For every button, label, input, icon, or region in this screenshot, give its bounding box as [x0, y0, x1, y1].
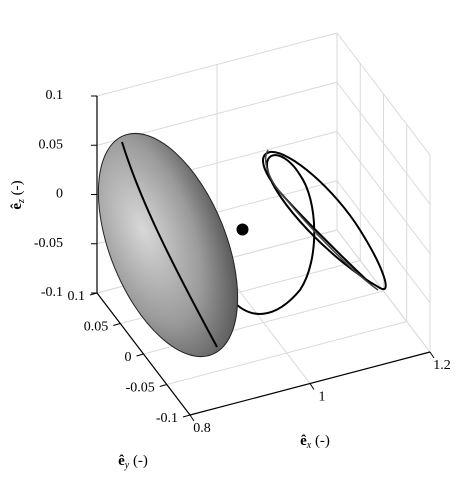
x-tick [309, 383, 315, 390]
y-tick-label: -0.05 [126, 381, 155, 396]
x-tick-label: 1.2 [433, 358, 451, 373]
x-tick-label: 1 [319, 390, 326, 405]
y-tick-label: 0 [125, 350, 132, 365]
z-tick-label: -0.05 [34, 236, 63, 251]
y-tick [159, 384, 167, 387]
ellipsoid-curve [121, 141, 218, 348]
y-tick-label: 0.05 [84, 320, 109, 335]
grid-line [336, 180, 431, 304]
z-tick-label: 0 [56, 187, 63, 202]
point [236, 223, 249, 236]
z-tick-label: -0.1 [41, 285, 63, 300]
grid: 0.811.2-0.1-0.0500.050.1-0.1-0.0500.050.… [34, 32, 451, 436]
marks [236, 223, 249, 236]
z-tick-label: 0.05 [39, 137, 64, 152]
z-tick-label: 0.1 [46, 88, 64, 103]
grid-line [336, 81, 431, 205]
y-axis-label: êy (-) [118, 453, 148, 471]
grid-line [336, 229, 431, 353]
y-tick [182, 414, 191, 418]
trajectory [231, 150, 387, 315]
x-tick-label: 0.8 [193, 421, 211, 436]
z-axis-label: êz (-) [9, 180, 27, 209]
x-axis-label: êx (-) [300, 433, 330, 451]
trajectory-shadow [264, 149, 379, 291]
y-tick-label: 0.1 [68, 289, 86, 304]
grid-line [336, 32, 431, 156]
x-tick [189, 414, 195, 422]
y-tick [136, 353, 144, 357]
grid-line [336, 131, 431, 254]
grid-line [166, 321, 407, 385]
grid-line [96, 32, 338, 97]
y-tick [113, 323, 121, 326]
ellipsoid [97, 132, 239, 358]
x-tick [429, 351, 435, 359]
y-tick-label: -0.1 [156, 411, 178, 426]
